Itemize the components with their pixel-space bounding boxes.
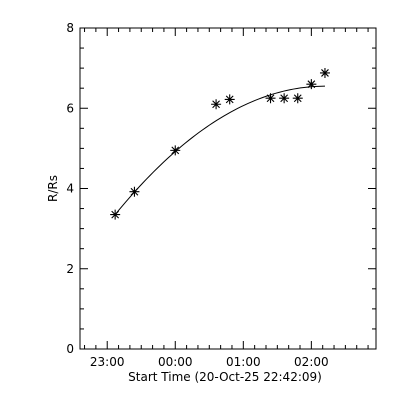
y-tick-label: 0 xyxy=(66,342,74,356)
x-axis-title: Start Time (20-Oct-25 22:42:09) xyxy=(128,370,322,384)
data-point xyxy=(306,79,317,90)
data-point xyxy=(211,99,222,110)
data-point xyxy=(110,209,121,220)
data-point xyxy=(129,186,140,197)
data-point xyxy=(319,67,330,78)
x-tick-label: 02:00 xyxy=(294,355,329,369)
data-point xyxy=(170,145,181,156)
x-tick-label: 00:00 xyxy=(158,355,193,369)
y-tick-label: 2 xyxy=(66,262,74,276)
y-axis-title: R/Rs xyxy=(46,175,60,202)
x-tick-label: 23:00 xyxy=(90,355,125,369)
x-tick-label: 01:00 xyxy=(226,355,261,369)
plot-frame xyxy=(79,27,377,350)
data-point xyxy=(279,93,290,104)
y-tick-label: 4 xyxy=(66,182,74,196)
y-tick-label: 6 xyxy=(66,101,74,115)
data-point xyxy=(292,93,303,104)
data-point xyxy=(224,94,235,105)
y-tick-label: 8 xyxy=(66,21,74,35)
fit-curve xyxy=(114,85,325,215)
data-point xyxy=(265,93,276,104)
